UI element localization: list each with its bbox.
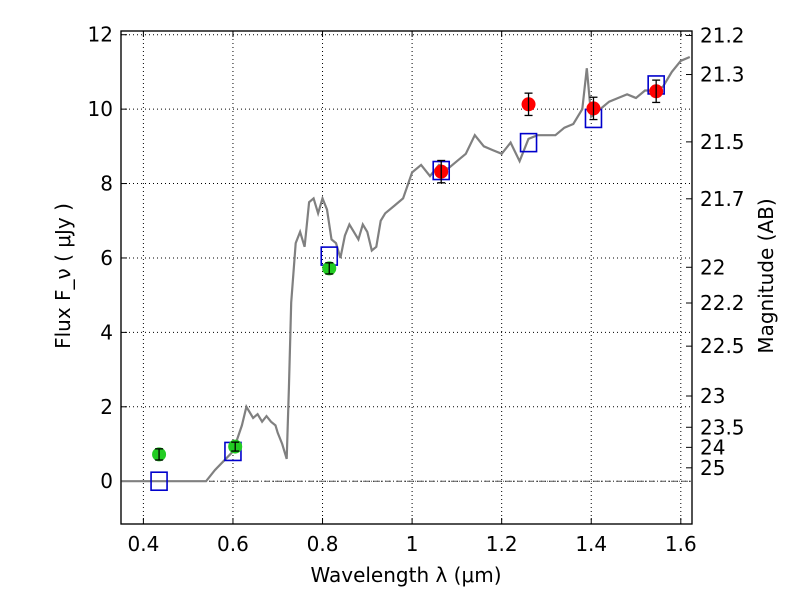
- magnitude-tick-label: 22: [700, 255, 725, 279]
- y-tick-label: 8: [100, 172, 113, 196]
- y-axis-label-right: Magnitude (AB): [754, 198, 778, 353]
- x-tick-label: 0.8: [307, 532, 339, 556]
- magnitude-tick-label: 25: [700, 456, 725, 480]
- y-tick-label: 6: [100, 246, 113, 270]
- x-tick-label: 1.2: [486, 532, 518, 556]
- x-tick-label: 1.6: [665, 532, 697, 556]
- magnitude-tick-label: 21.3: [700, 63, 745, 87]
- x-tick-label: 1: [406, 532, 419, 556]
- y-tick-label: 2: [100, 395, 113, 419]
- magnitude-tick-label: 23.5: [700, 415, 745, 439]
- x-axis-label: Wavelength λ (μm): [310, 563, 501, 587]
- magnitude-tick-label: 22.2: [700, 291, 745, 315]
- model-flux-square: [519, 132, 538, 153]
- x-tick-label: 1.4: [575, 532, 607, 556]
- data-layer: [121, 55, 691, 492]
- y-axis-label-left: Flux F_ν ( μJy ): [51, 203, 75, 349]
- y-tick-label: 10: [88, 97, 113, 121]
- x-tick-label: 0.4: [127, 532, 159, 556]
- y-tick-label: 12: [88, 23, 113, 47]
- y-tick-label: 0: [100, 469, 113, 493]
- x-tick-label: 0.6: [217, 532, 249, 556]
- plot-frame: [120, 30, 693, 525]
- magnitude-tick-label: 21.7: [700, 187, 745, 211]
- magnitude-tick-label: 21.2: [700, 23, 745, 47]
- magnitude-tick-label: 24: [700, 435, 725, 459]
- magnitude-tick-label: 23: [700, 384, 725, 408]
- y-tick-label: 4: [100, 320, 113, 344]
- model-sed-line: [121, 55, 691, 483]
- magnitude-tick-label: 22.5: [700, 334, 745, 358]
- magnitude-tick-label: 21.5: [700, 130, 745, 154]
- model-flux-square: [150, 471, 168, 492]
